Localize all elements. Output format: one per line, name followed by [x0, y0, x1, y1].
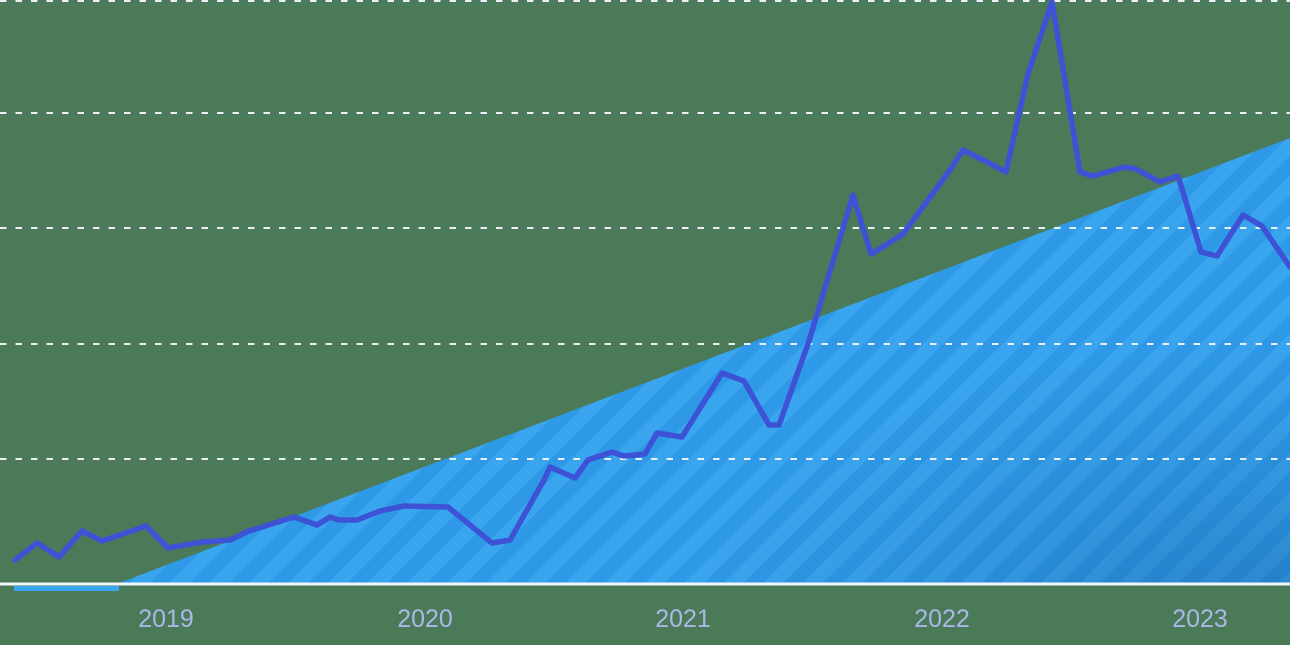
svg-text:2020: 2020: [397, 605, 453, 633]
svg-text:2019: 2019: [138, 605, 194, 633]
svg-text:2022: 2022: [914, 605, 970, 633]
svg-text:2021: 2021: [655, 605, 711, 633]
svg-text:2023: 2023: [1172, 605, 1228, 633]
